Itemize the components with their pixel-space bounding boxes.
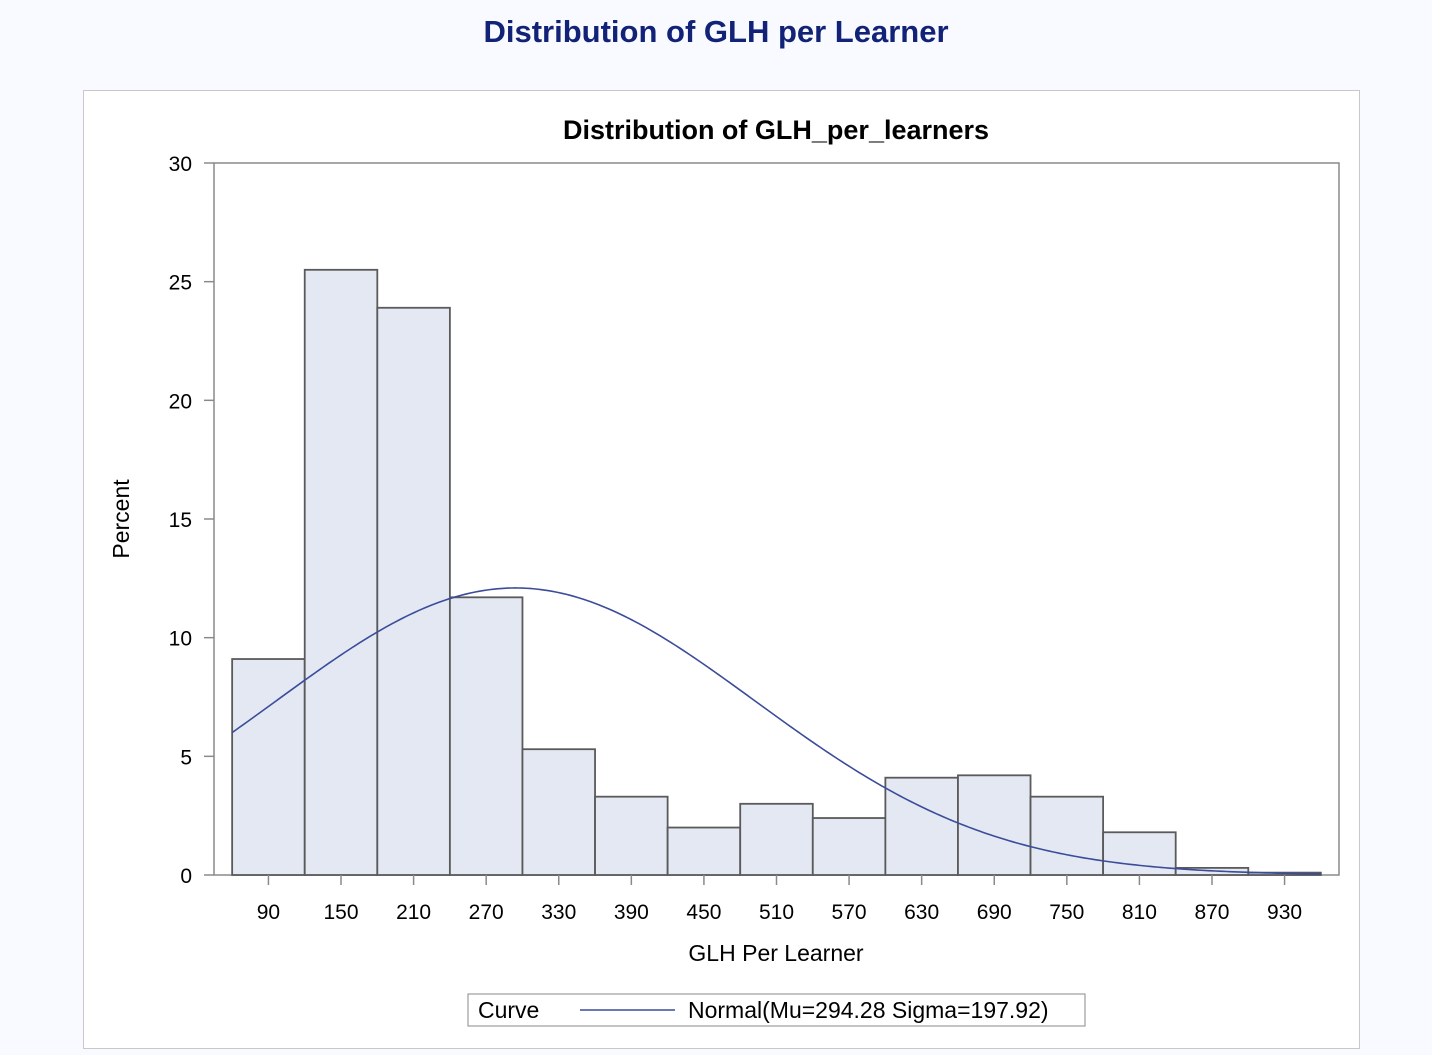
x-tick-label: 930 (1267, 901, 1302, 924)
histogram-bar (594, 795, 669, 876)
x-tick-label: 390 (614, 901, 649, 924)
x-tick-label: 630 (904, 901, 939, 924)
x-tick-label: 570 (832, 901, 867, 924)
legend-title: Curve (478, 997, 539, 1023)
x-tick-label: 330 (541, 901, 576, 924)
x-tick-label: 90 (257, 901, 280, 924)
histogram-bar (1029, 795, 1105, 876)
y-tick-label: 0 (180, 865, 192, 888)
page-title: Distribution of GLH per Learner (483, 14, 949, 49)
x-tick-label: 690 (977, 901, 1012, 924)
y-axis: 0 5 10 15 20 25 30 (169, 153, 214, 888)
histogram-bar (303, 268, 379, 876)
legend: Curve Normal(Mu=294.28 Sigma=197.92) (467, 993, 1086, 1027)
x-axis-label: GLH Per Learner (688, 940, 863, 966)
histogram-bar (957, 774, 1032, 876)
y-tick-label: 15 (169, 509, 192, 532)
x-tick-label: 150 (323, 901, 358, 924)
x-tick-label: 450 (686, 901, 721, 924)
y-tick-label: 5 (180, 746, 192, 769)
histogram-bar (884, 776, 959, 876)
histogram-chart: Distribution of GLH_per_learners 0510152… (108, 115, 1340, 1027)
histogram-bar (231, 658, 306, 876)
y-tick-label: 10 (169, 628, 192, 651)
y-tick-label: 25 (169, 272, 192, 295)
histogram-bar (521, 748, 596, 876)
normal-curve-line (231, 587, 1321, 875)
x-tick-label: 270 (469, 901, 504, 924)
legend-entry-normal: Normal(Mu=294.28 Sigma=197.92) (688, 997, 1049, 1023)
x-tick-label: 810 (1122, 901, 1157, 924)
histogram-bar (739, 802, 814, 876)
histogram-bar (376, 306, 451, 876)
x-tick-label: 870 (1194, 901, 1229, 924)
y-axis-label: Percent (108, 479, 134, 559)
histogram-bar (811, 817, 887, 876)
histogram-bar (666, 826, 742, 876)
histogram-bar (1102, 831, 1177, 876)
x-tick-label: 210 (396, 901, 431, 924)
y-tick-label: 30 (169, 153, 192, 176)
legend-box (467, 993, 1086, 1027)
x-tick-label: 750 (1049, 901, 1084, 924)
chart-panel: Distribution of GLH_per_learners 0 5 10 15 2… (83, 90, 1360, 1049)
x-tick-label: 510 (759, 901, 794, 924)
chart-title: Distribution of GLH_per_learners (563, 115, 989, 145)
x-axis: 90 150 210 270 330 390 450 510 570 630 690 750 810 87… (257, 875, 1302, 924)
histogram-bars (231, 268, 1322, 876)
histogram-bar (448, 596, 524, 876)
y-tick-label: 20 (169, 390, 192, 413)
